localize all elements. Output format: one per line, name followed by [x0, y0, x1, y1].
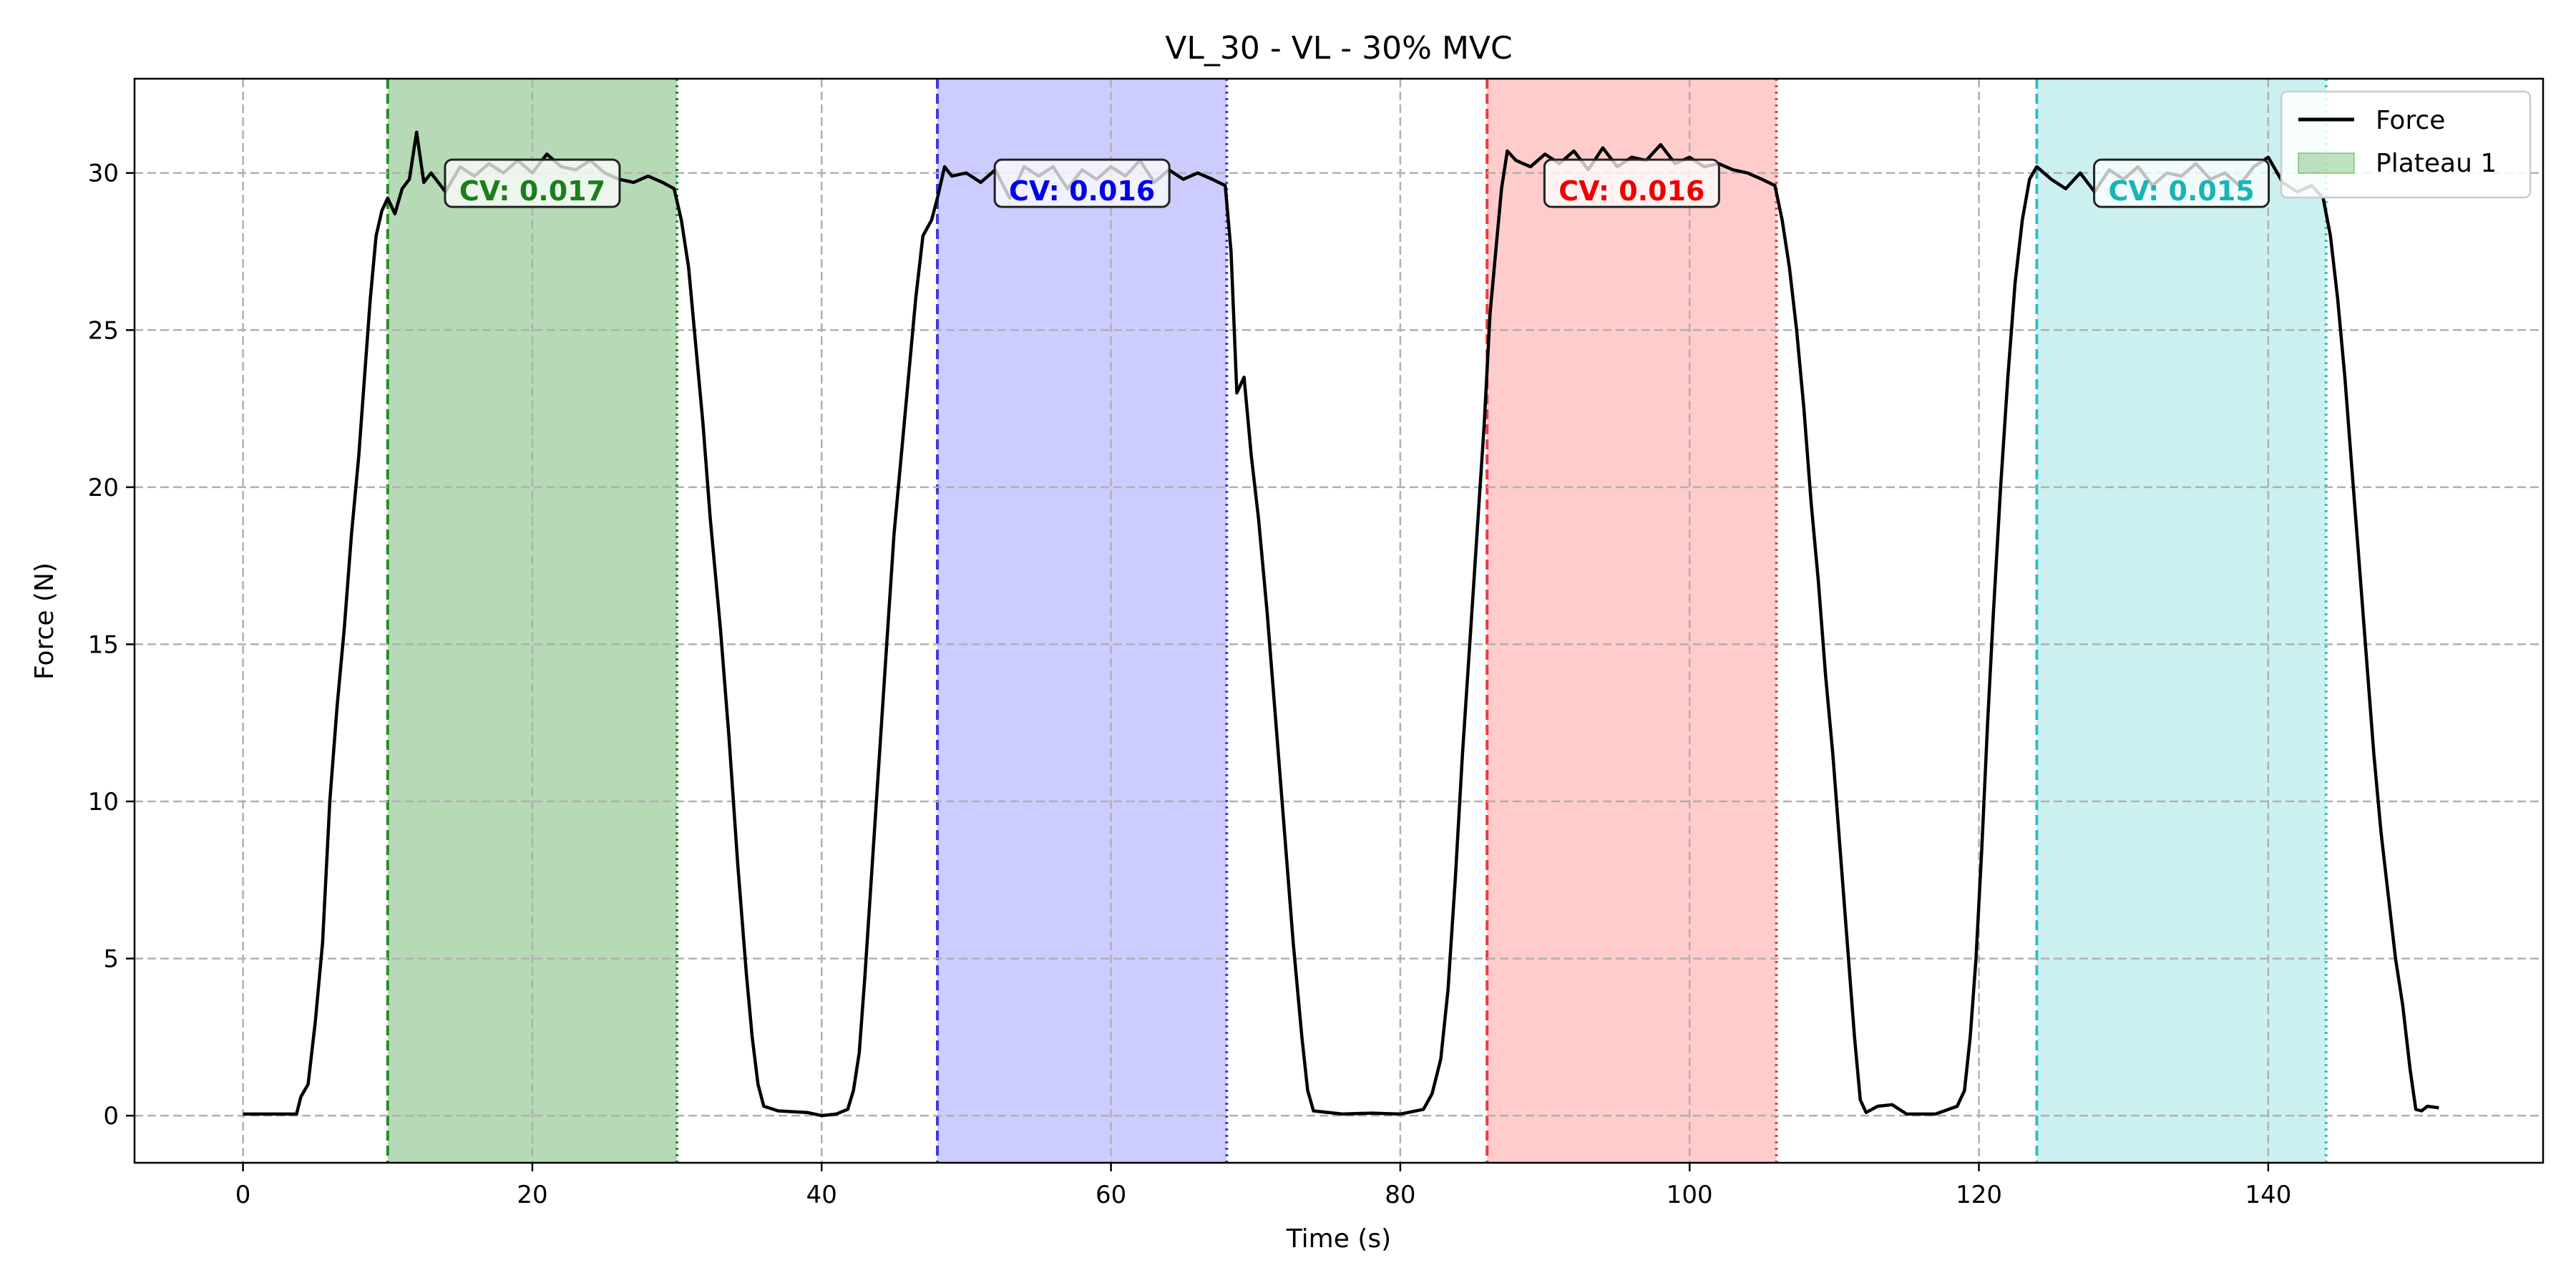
plot-area: CV: 0.017 CV: 0.016 CV: 0.016 CV: 0.015 [133, 77, 2545, 1164]
x-tick-label: 20 [517, 1181, 547, 1209]
y-axis-label: Force (N) [30, 562, 59, 680]
legend: Force Plateau 1 [2280, 90, 2532, 199]
cv-annotation-2: CV: 0.016 [993, 158, 1171, 208]
x-tick-label: 60 [1096, 1181, 1126, 1209]
y-tick-label: 20 [88, 474, 119, 502]
x-axis-ticks: 0 20 40 60 80 100 120 140 [235, 1163, 2291, 1209]
y-tick-label: 0 [103, 1102, 119, 1131]
cv-label-text: CV: 0.017 [459, 175, 605, 207]
cv-label-box [2093, 158, 2270, 208]
x-tick-label: 140 [2245, 1181, 2291, 1209]
plateau-region-3 [1487, 79, 1777, 1163]
chart-title: VL_30 - VL - 30% MVC [1165, 30, 1512, 67]
x-tick-label: 100 [1667, 1181, 1713, 1209]
legend-force-label: Force [2376, 106, 2445, 135]
y-tick-label: 25 [88, 316, 119, 345]
y-tick-label: 5 [103, 945, 119, 974]
cv-label-box [444, 158, 621, 208]
cv-label-text: CV: 0.016 [1558, 175, 1704, 207]
cv-annotation-3: CV: 0.016 [1543, 158, 1720, 208]
y-tick-label: 15 [88, 630, 119, 659]
legend-plateau-label: Plateau 1 [2376, 149, 2497, 178]
cv-annotations: CV: 0.017 CV: 0.016 CV: 0.016 CV: 0.015 [444, 158, 2270, 208]
plot-frame [133, 77, 2545, 1164]
grid-lines [135, 79, 2543, 1163]
y-tick-label: 30 [88, 160, 119, 188]
plateau-region-2 [937, 79, 1227, 1163]
cv-label-box [993, 158, 1171, 208]
x-tick-label: 40 [806, 1181, 837, 1209]
cv-label-text: CV: 0.016 [1009, 175, 1155, 207]
cv-label-box [1543, 158, 1720, 208]
x-tick-label: 120 [1956, 1181, 2002, 1209]
x-tick-label: 80 [1385, 1181, 1415, 1209]
x-axis-label: Time (s) [1286, 1224, 1391, 1254]
cv-annotation-1: CV: 0.017 [444, 158, 621, 208]
y-tick-label: 10 [88, 788, 119, 816]
cv-annotation-4: CV: 0.015 [2093, 158, 2270, 208]
legend-plateau-swatch [2298, 152, 2355, 174]
x-tick-label: 0 [235, 1181, 251, 1209]
cv-label-text: CV: 0.015 [2108, 175, 2254, 207]
y-axis-ticks: 0 5 10 15 20 25 30 [88, 160, 135, 1131]
plateau-region-4 [2036, 79, 2326, 1163]
